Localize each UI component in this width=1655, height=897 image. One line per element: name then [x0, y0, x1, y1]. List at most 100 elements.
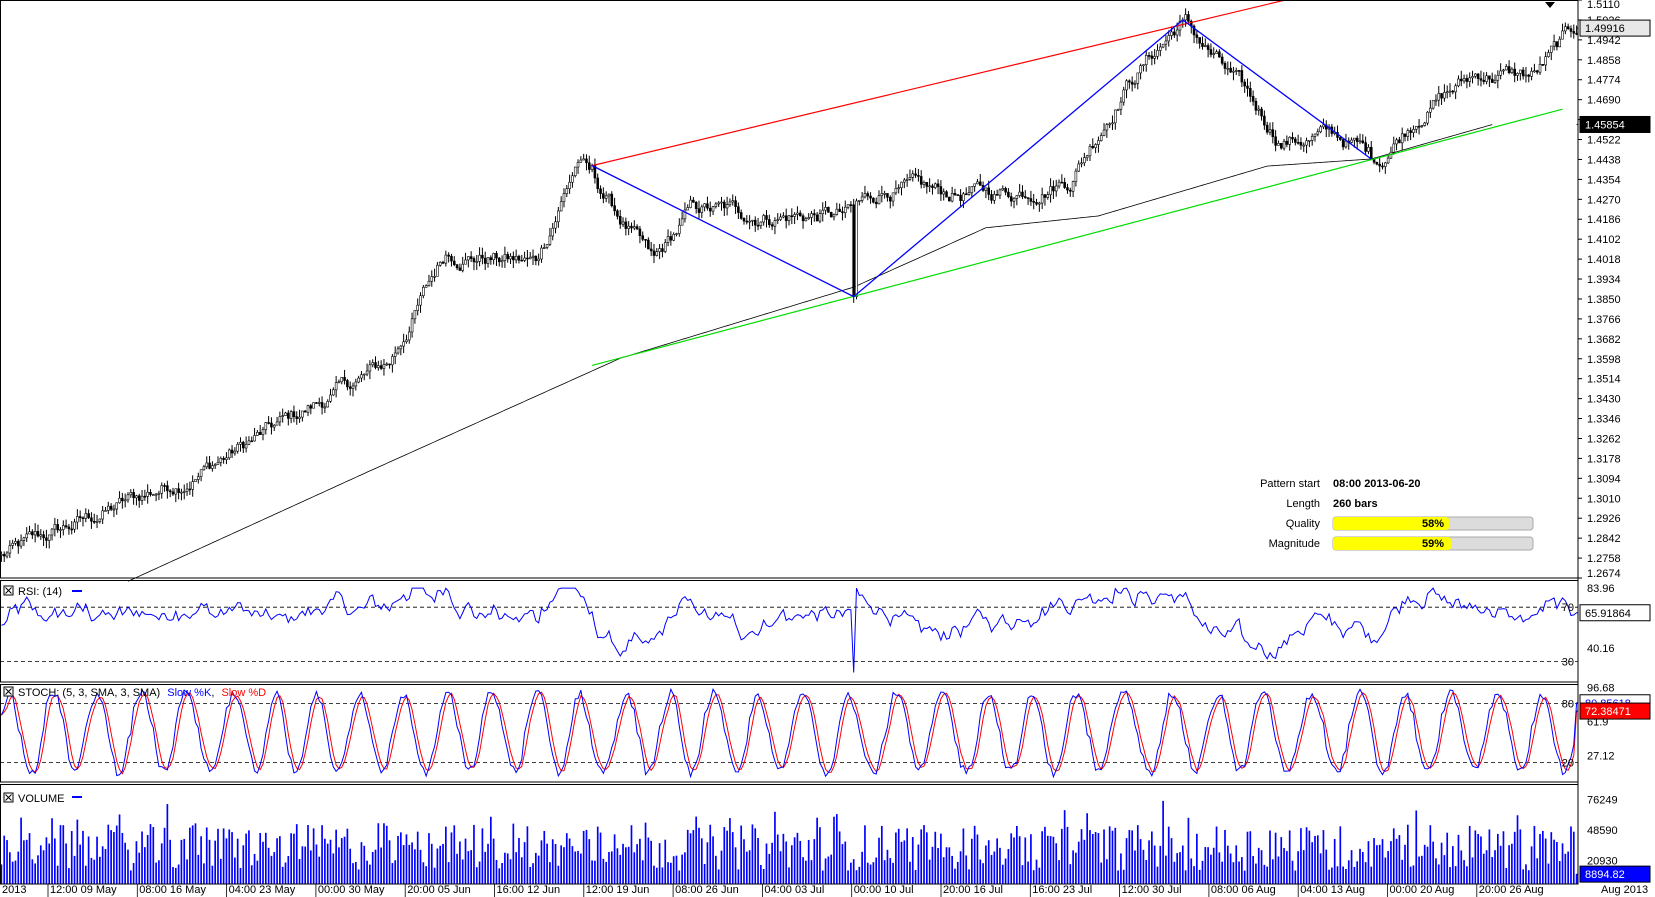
- candle: [92, 513, 96, 524]
- time-axis-label: 04:00 13 Aug: [1300, 884, 1365, 896]
- candle: [877, 190, 881, 205]
- candle: [486, 257, 490, 268]
- candle: [919, 170, 923, 189]
- rsi-axis-label: 30: [1562, 657, 1574, 669]
- candle: [565, 185, 569, 197]
- candle: [897, 184, 900, 194]
- candle: [866, 191, 870, 201]
- channel-upper-line: [591, 0, 1288, 167]
- candle: [1164, 35, 1168, 51]
- candle: [152, 493, 155, 496]
- candle: [267, 416, 270, 425]
- candle: [796, 206, 799, 221]
- candle: [1218, 49, 1221, 58]
- candle: [208, 455, 211, 470]
- candle: [1434, 94, 1438, 106]
- pattern-info: Pattern start 08:00 2013-06-20 Length 26…: [1260, 478, 1534, 551]
- candle: [1015, 195, 1019, 206]
- candle: [1094, 143, 1097, 154]
- pattern-length-label: Length: [1286, 498, 1320, 510]
- candle: [1364, 136, 1367, 156]
- scroll-marker-icon[interactable]: [1545, 2, 1555, 8]
- price-axis-label: 1.2926: [1587, 513, 1621, 525]
- price-axis-label: 1.4018: [1587, 254, 1621, 266]
- candle: [256, 429, 259, 436]
- candle: [362, 373, 366, 381]
- candle: [416, 298, 419, 316]
- candle: [1263, 110, 1266, 130]
- candle: [1114, 109, 1117, 130]
- candle: [531, 249, 535, 266]
- candle: [869, 192, 872, 204]
- candle: [199, 469, 203, 482]
- candle: [1417, 118, 1421, 135]
- stoch-close-glyph: [5, 688, 12, 695]
- candle: [1288, 136, 1291, 151]
- candle: [1251, 90, 1255, 106]
- candle: [1398, 136, 1401, 144]
- candle: [168, 489, 172, 498]
- candle: [1156, 44, 1159, 60]
- candle: [140, 490, 144, 505]
- candle: [53, 517, 57, 537]
- candle: [45, 529, 48, 549]
- candle: [1021, 185, 1024, 200]
- candle: [70, 521, 74, 535]
- candle: [843, 200, 847, 218]
- candle: [1426, 111, 1429, 126]
- candle: [537, 253, 540, 266]
- candle: [652, 243, 656, 264]
- candle: [700, 204, 704, 219]
- candle: [905, 173, 909, 187]
- quality-gauge-fill: [1333, 517, 1449, 530]
- candle: [610, 191, 614, 208]
- candle: [149, 489, 152, 497]
- candle: [689, 195, 692, 209]
- candle: [1448, 83, 1452, 98]
- candle: [745, 215, 749, 225]
- candle: [323, 402, 327, 413]
- rsi-panel: 83.96 70 40.16 30 65.91864 RSI: (14): [0, 583, 1651, 673]
- candle: [1040, 187, 1044, 210]
- candle: [1144, 49, 1148, 72]
- candle: [807, 213, 810, 220]
- time-axis-label: 2013: [2, 884, 26, 896]
- candle: [1291, 132, 1294, 143]
- candle: [911, 170, 915, 182]
- candle: [1105, 123, 1109, 138]
- candle: [1260, 106, 1263, 121]
- candle: [337, 379, 341, 384]
- candle: [374, 356, 377, 370]
- current-price-flag-box: [1579, 19, 1651, 37]
- candle: [275, 417, 279, 426]
- candle: [126, 492, 130, 503]
- candle: [1004, 186, 1007, 196]
- candle: [191, 475, 194, 497]
- candle: [737, 202, 740, 220]
- candle: [942, 188, 945, 201]
- pattern-start-value: 08:00 2013-06-20: [1333, 478, 1420, 490]
- pattern-quality-label: Quality: [1286, 518, 1321, 530]
- candle: [1161, 43, 1165, 49]
- candle: [39, 529, 43, 540]
- candle: [886, 193, 889, 202]
- candle: [1429, 100, 1432, 119]
- candle: [188, 481, 192, 495]
- candle: [1316, 128, 1320, 137]
- candle: [11, 539, 14, 550]
- candle: [627, 221, 630, 236]
- candle: [1350, 137, 1353, 144]
- candle: [197, 472, 200, 484]
- candle: [469, 251, 473, 262]
- candle: [42, 530, 45, 547]
- candle: [1215, 49, 1218, 54]
- candle: [624, 217, 628, 236]
- candle: [711, 205, 715, 216]
- stoch-axis-label: 27.12: [1587, 750, 1615, 762]
- candle: [357, 375, 360, 384]
- candle: [419, 292, 422, 313]
- candle: [872, 197, 875, 204]
- candle: [135, 494, 138, 506]
